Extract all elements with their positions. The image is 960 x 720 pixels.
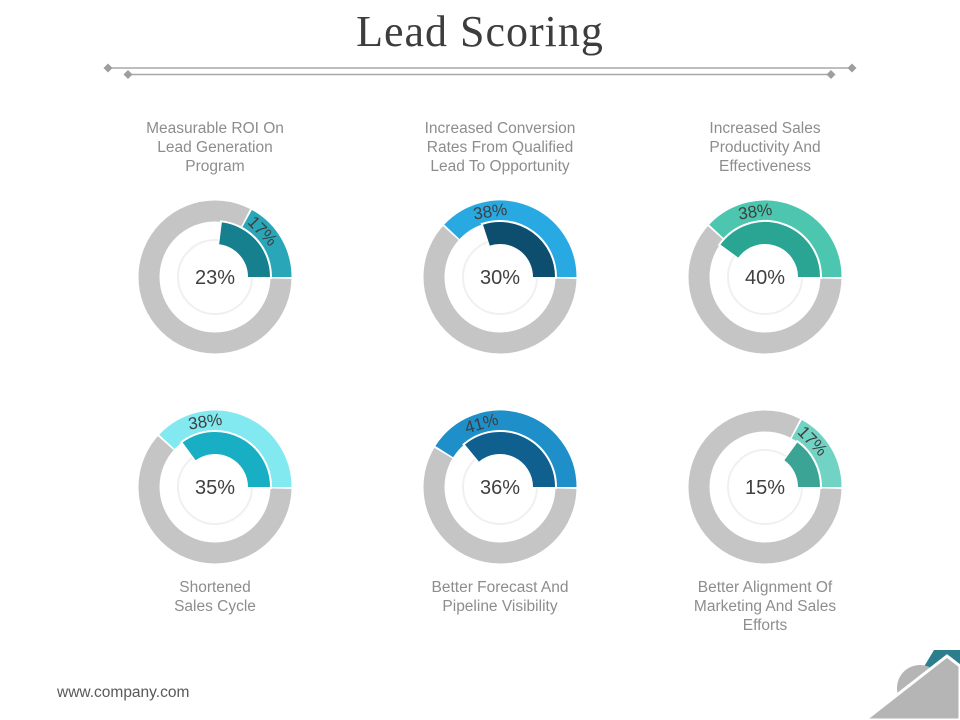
donut-arc-label: 38%	[187, 410, 223, 434]
donut-outer-arc	[791, 419, 842, 488]
donut-center-value: 40%	[745, 267, 785, 289]
chart-cell-measurable-roi: Measurable ROI On Lead Generation Progra…	[100, 115, 330, 415]
donut-svg: 38% 30%	[423, 198, 579, 354]
donut-outer-arc	[444, 200, 577, 278]
page-title: Lead Scoring	[356, 7, 604, 56]
logo-mountain	[862, 654, 960, 720]
donut-center-value: 15%	[745, 477, 785, 499]
chart-cell-better-forecast: 41% 36% Better Forecast And Pipeline Visi…	[385, 402, 615, 702]
donut-svg: 41%36%	[423, 408, 579, 564]
diamond-icon	[847, 63, 857, 73]
donut-chart: 38% 30%	[415, 192, 585, 362]
donut-outer-arc	[241, 209, 292, 278]
chart-label: Measurable ROI On Lead Generation Progra…	[146, 120, 284, 175]
chart-label: Increased Sales Productivity And Effecti…	[709, 120, 821, 175]
donut-inner-arc	[483, 222, 555, 278]
chart-cell-shortened-cycle: 38% 35% Shortened Sales Cycle	[100, 402, 330, 702]
donut-chart: 17% 23%	[130, 192, 300, 362]
donut-inner-arc	[464, 432, 555, 488]
donut-svg: 38% 40%	[688, 198, 844, 354]
donut-outer-arc	[435, 410, 577, 488]
donut-arc-label: 38%	[737, 200, 773, 224]
chart-label: Shortened Sales Cycle	[174, 579, 256, 615]
donut-svg: 17%15%	[688, 410, 844, 564]
chart-label: Better Alignment Of Marketing And Sales …	[693, 579, 837, 634]
chart-cell-better-alignment: 17% 15% Better Alignment Of Marketing And…	[650, 402, 880, 702]
chart-label: Increased Conversion Rates From Qualifie…	[424, 120, 576, 175]
donut-center-value: 36%	[480, 477, 520, 499]
diamond-icon	[103, 63, 113, 73]
chart-cell-increased-conversion: Increased Conversion Rates From Qualifie…	[385, 115, 615, 415]
donut-chart: 41% 36%	[415, 402, 585, 572]
diamond-icon	[826, 70, 836, 79]
company-logo-icon	[862, 650, 960, 720]
donut-center-value: 35%	[195, 477, 235, 499]
chart-cell-increased-sales: Increased Sales Productivity And Effecti…	[650, 115, 880, 415]
donut-center-value: 23%	[195, 267, 235, 289]
chart-label: Better Forecast And Pipeline Visibility	[431, 579, 569, 615]
donut-chart: 17% 15%	[680, 402, 850, 572]
donut-outer-arc	[159, 410, 292, 488]
donut-svg: 38% 35%	[138, 408, 294, 564]
diamond-icon	[123, 70, 133, 79]
donut-svg: 17%23%	[138, 200, 294, 354]
title-divider	[103, 63, 857, 79]
donut-inner-arc	[218, 222, 270, 278]
donut-inner-arc	[720, 222, 820, 278]
donut-arc-label: 38%	[472, 200, 508, 224]
donut-chart: 38% 35%	[130, 402, 300, 572]
donut-chart: 38% 40%	[680, 192, 850, 362]
donut-inner-arc	[182, 432, 270, 488]
footer-url: www.company.com	[57, 684, 190, 701]
donut-center-value: 30%	[480, 267, 520, 289]
donut-inner-arc	[783, 442, 820, 488]
donut-outer-arc	[709, 200, 842, 278]
